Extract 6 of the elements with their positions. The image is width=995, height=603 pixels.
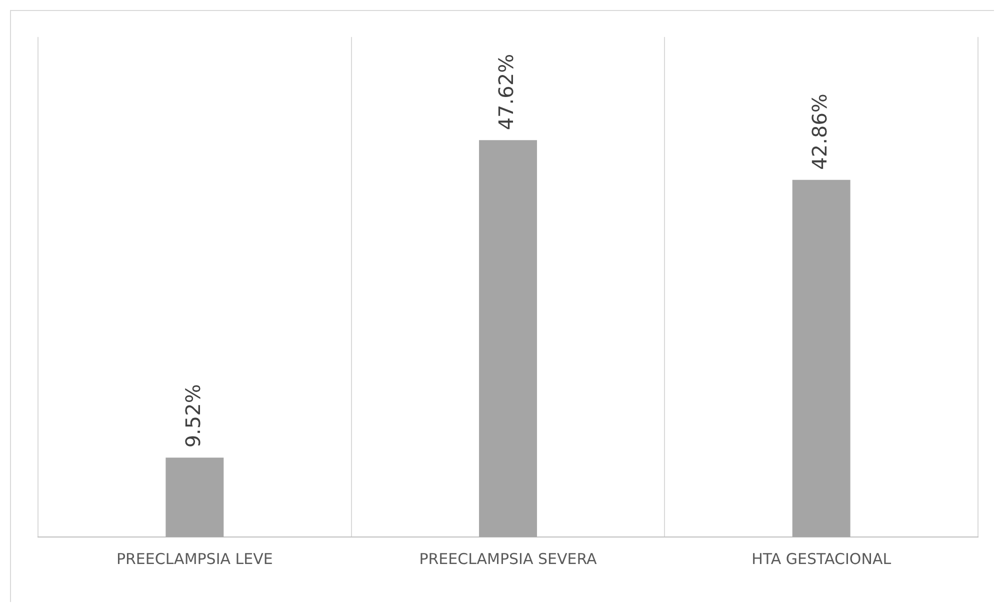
x-tick-label: HTA GESTACIONAL: [752, 550, 892, 568]
data-label: 9.52%: [180, 384, 205, 448]
data-label: 47.62%: [494, 54, 518, 130]
x-tick-label: PREECLAMPSIA SEVERA: [419, 550, 598, 568]
x-tick-label: PREECLAMPSIA LEVE: [116, 550, 273, 568]
data-label: 42.86%: [808, 94, 832, 170]
